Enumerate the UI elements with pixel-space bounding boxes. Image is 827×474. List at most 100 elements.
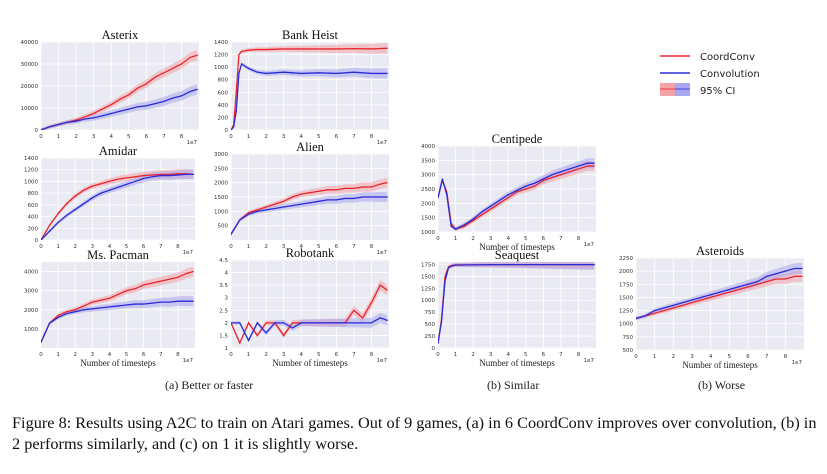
data-point-coordconv	[125, 290, 128, 292]
x-tick-label: 3	[282, 134, 286, 140]
data-point-convolution	[119, 110, 121, 112]
data-point-convolution	[283, 71, 285, 73]
data-point-convolution	[154, 103, 156, 105]
x-tick-label: 7	[352, 134, 356, 140]
data-point-convolution	[444, 280, 446, 282]
y-tick-label: 0	[35, 128, 39, 134]
x-scale-label: 1e7	[584, 242, 595, 248]
y-tick-label: 800	[28, 191, 39, 197]
data-point-coordconv	[136, 87, 139, 89]
x-tick-label: 3	[92, 134, 96, 140]
data-point-coordconv	[318, 190, 320, 192]
x-tick-label: 2	[73, 352, 77, 358]
data-point-coordconv	[525, 188, 527, 190]
x-tick-label: 5	[127, 134, 131, 140]
y-tick-label: 2000	[619, 269, 633, 275]
data-point-convolution	[441, 178, 443, 180]
x-tick-label: 5	[317, 352, 321, 358]
x-scale-label: 1e7	[377, 358, 388, 364]
y-tick-label: 4000	[421, 144, 435, 150]
data-point-convolution	[134, 303, 136, 305]
data-point-convolution	[747, 283, 749, 285]
data-point-coordconv	[370, 186, 373, 188]
x-tick-label: 6	[335, 134, 339, 140]
data-point-coordconv	[766, 281, 768, 283]
data-point-coordconv	[74, 195, 76, 197]
data-point-convolution	[57, 316, 59, 319]
data-point-convolution	[450, 225, 452, 227]
data-point-coordconv	[256, 334, 258, 337]
data-point-coordconv	[163, 72, 165, 74]
data-point-coordconv	[444, 275, 446, 277]
panel-title: Amidar	[99, 144, 138, 158]
x-tick-label: 2	[471, 352, 475, 358]
data-point-convolution	[185, 300, 188, 302]
y-tick-label: 4.5	[219, 258, 228, 264]
x-tick-label: 6	[142, 352, 146, 358]
data-point-coordconv	[100, 183, 102, 185]
data-point-convolution	[593, 264, 595, 266]
data-point-coordconv	[747, 286, 749, 288]
data-point-coordconv	[300, 48, 302, 50]
y-tick-label: 2.5	[219, 308, 228, 314]
data-point-coordconv	[66, 311, 68, 313]
data-point-coordconv	[125, 177, 128, 179]
data-point-coordconv	[57, 213, 59, 215]
x-tick-label: 4	[109, 134, 113, 140]
x-tick-label: 4	[299, 134, 303, 140]
y-tick-label: 1000	[24, 327, 38, 333]
data-point-convolution	[654, 309, 656, 312]
y-tick-label: 400	[218, 103, 229, 109]
ci-band-convolution	[41, 169, 194, 240]
data-point-convolution	[353, 197, 355, 200]
data-point-convolution	[274, 322, 276, 324]
data-point-convolution	[192, 173, 194, 175]
data-point-convolution	[370, 196, 373, 198]
data-point-convolution	[83, 309, 85, 311]
data-point-coordconv	[498, 202, 501, 204]
y-tick-label: 750	[623, 335, 634, 341]
data-point-coordconv	[728, 291, 730, 293]
data-point-convolution	[256, 71, 258, 73]
data-point-coordconv	[691, 302, 693, 304]
data-point-convolution	[577, 165, 580, 167]
data-point-coordconv	[84, 116, 86, 118]
data-point-coordconv	[784, 278, 786, 280]
data-point-coordconv	[481, 214, 483, 216]
data-point-convolution	[386, 196, 388, 198]
data-point-convolution	[490, 264, 492, 266]
x-tick-label: 1	[56, 244, 60, 250]
data-point-coordconv	[256, 48, 258, 51]
plot-background	[231, 260, 389, 348]
data-point-convolution	[110, 112, 112, 115]
data-point-convolution	[41, 239, 42, 240]
data-point-convolution	[300, 72, 302, 75]
data-point-convolution	[172, 97, 174, 99]
y-tick-label: 1250	[421, 286, 435, 292]
data-point-coordconv	[283, 200, 285, 202]
data-point-convolution	[274, 207, 276, 210]
data-point-coordconv	[386, 289, 388, 291]
data-point-coordconv	[551, 176, 553, 179]
data-point-coordconv	[353, 309, 355, 311]
data-point-convolution	[481, 211, 483, 213]
data-point-convolution	[691, 299, 693, 301]
data-point-convolution	[775, 273, 777, 275]
data-point-coordconv	[239, 342, 241, 344]
x-tick-label: 3	[91, 244, 95, 250]
data-point-convolution	[663, 307, 665, 309]
data-point-coordconv	[177, 173, 179, 175]
data-point-convolution	[134, 180, 136, 183]
x-tick-label: 7	[559, 352, 563, 358]
data-point-convolution	[353, 322, 355, 324]
ci-band-coordconv	[41, 266, 194, 344]
data-point-coordconv	[775, 278, 777, 280]
x-tick-label: 3	[489, 352, 493, 358]
y-tick-label: 600	[218, 90, 229, 96]
y-tick-label: 1750	[619, 282, 633, 288]
y-tick-label: 4000	[24, 270, 38, 276]
data-point-convolution	[151, 176, 153, 178]
data-point-convolution	[586, 162, 588, 164]
caption-similar: (b) Similar	[487, 378, 540, 392]
